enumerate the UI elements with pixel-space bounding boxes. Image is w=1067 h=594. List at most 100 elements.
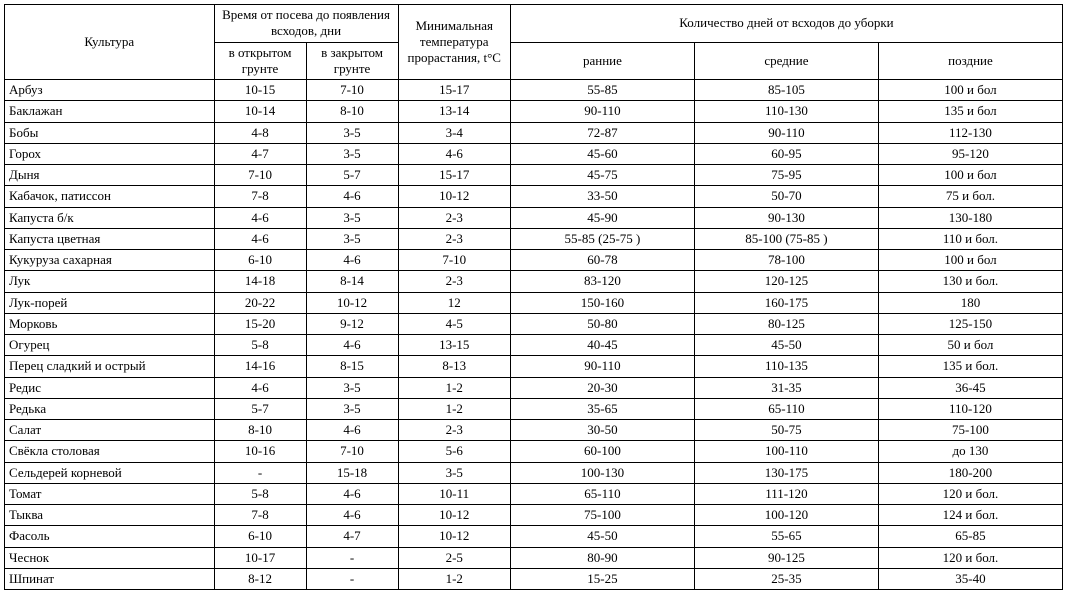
days-middle: 90-125 bbox=[694, 547, 878, 568]
crop-name: Томат bbox=[5, 483, 215, 504]
closed-ground-days: 3-5 bbox=[306, 143, 398, 164]
table-row: Перец сладкий и острый14-168-158-1390-11… bbox=[5, 356, 1063, 377]
min-temp: 2-3 bbox=[398, 420, 510, 441]
days-late: 110 и бол. bbox=[878, 228, 1062, 249]
days-late: 95-120 bbox=[878, 143, 1062, 164]
days-middle: 65-110 bbox=[694, 398, 878, 419]
min-temp: 4-6 bbox=[398, 143, 510, 164]
crop-name: Бобы bbox=[5, 122, 215, 143]
open-ground-days: 10-14 bbox=[214, 101, 306, 122]
open-ground-days: 20-22 bbox=[214, 292, 306, 313]
days-early: 100-130 bbox=[510, 462, 694, 483]
days-late: 36-45 bbox=[878, 377, 1062, 398]
days-middle: 100-120 bbox=[694, 505, 878, 526]
open-ground-days: - bbox=[214, 462, 306, 483]
open-ground-days: 7-10 bbox=[214, 165, 306, 186]
open-ground-days: 6-10 bbox=[214, 250, 306, 271]
days-middle: 90-110 bbox=[694, 122, 878, 143]
days-early: 35-65 bbox=[510, 398, 694, 419]
open-ground-days: 4-6 bbox=[214, 377, 306, 398]
min-temp: 10-11 bbox=[398, 483, 510, 504]
closed-ground-days: 8-14 bbox=[306, 271, 398, 292]
table-row: Томат5-84-610-1165-110111-120120 и бол. bbox=[5, 483, 1063, 504]
min-temp: 15-17 bbox=[398, 165, 510, 186]
min-temp: 8-13 bbox=[398, 356, 510, 377]
open-ground-days: 4-8 bbox=[214, 122, 306, 143]
days-early: 45-60 bbox=[510, 143, 694, 164]
table-row: Лук14-188-142-383-120120-125130 и бол. bbox=[5, 271, 1063, 292]
closed-ground-days: 4-6 bbox=[306, 420, 398, 441]
open-ground-days: 5-8 bbox=[214, 483, 306, 504]
days-late: 100 и бол bbox=[878, 250, 1062, 271]
crop-name: Лук-порей bbox=[5, 292, 215, 313]
crop-name: Морковь bbox=[5, 313, 215, 334]
table-row: Баклажан10-148-1013-1490-110110-130135 и… bbox=[5, 101, 1063, 122]
crop-name: Кабачок, патиссон bbox=[5, 186, 215, 207]
closed-ground-days: 3-5 bbox=[306, 207, 398, 228]
table-row: Капуста цветная4-63-52-355-85 (25-75 )85… bbox=[5, 228, 1063, 249]
crop-name: Арбуз bbox=[5, 80, 215, 101]
crop-name: Огурец bbox=[5, 335, 215, 356]
crop-name: Лук bbox=[5, 271, 215, 292]
days-late: 110-120 bbox=[878, 398, 1062, 419]
min-temp: 3-4 bbox=[398, 122, 510, 143]
crop-name: Горох bbox=[5, 143, 215, 164]
header-culture: Культура bbox=[5, 5, 215, 80]
days-early: 55-85 bbox=[510, 80, 694, 101]
open-ground-days: 10-16 bbox=[214, 441, 306, 462]
days-middle: 90-130 bbox=[694, 207, 878, 228]
closed-ground-days: 8-15 bbox=[306, 356, 398, 377]
closed-ground-days: 3-5 bbox=[306, 122, 398, 143]
header-emergence-group: Время от посева до появления всходов, дн… bbox=[214, 5, 398, 43]
days-late: 180 bbox=[878, 292, 1062, 313]
open-ground-days: 15-20 bbox=[214, 313, 306, 334]
table-row: Капуста б/к4-63-52-345-9090-130130-180 bbox=[5, 207, 1063, 228]
table-row: Дыня7-105-715-1745-7575-95100 и бол bbox=[5, 165, 1063, 186]
days-early: 15-25 bbox=[510, 568, 694, 589]
min-temp: 1-2 bbox=[398, 568, 510, 589]
closed-ground-days: 4-6 bbox=[306, 335, 398, 356]
min-temp: 1-2 bbox=[398, 377, 510, 398]
header-closed-ground: в закрытом грунте bbox=[306, 42, 398, 80]
table-row: Чеснок10-17-2-580-9090-125120 и бол. bbox=[5, 547, 1063, 568]
days-middle: 78-100 bbox=[694, 250, 878, 271]
open-ground-days: 14-18 bbox=[214, 271, 306, 292]
table-row: Огурец5-84-613-1540-4545-5050 и бол bbox=[5, 335, 1063, 356]
days-late: 75-100 bbox=[878, 420, 1062, 441]
days-middle: 130-175 bbox=[694, 462, 878, 483]
days-late: 124 и бол. bbox=[878, 505, 1062, 526]
days-middle: 45-50 bbox=[694, 335, 878, 356]
days-late: 50 и бол bbox=[878, 335, 1062, 356]
days-early: 50-80 bbox=[510, 313, 694, 334]
header-open-ground: в открытом грунте bbox=[214, 42, 306, 80]
min-temp: 1-2 bbox=[398, 398, 510, 419]
closed-ground-days: 4-6 bbox=[306, 186, 398, 207]
open-ground-days: 4-6 bbox=[214, 228, 306, 249]
min-temp: 2-3 bbox=[398, 228, 510, 249]
min-temp: 2-5 bbox=[398, 547, 510, 568]
days-middle: 111-120 bbox=[694, 483, 878, 504]
min-temp: 7-10 bbox=[398, 250, 510, 271]
open-ground-days: 5-8 bbox=[214, 335, 306, 356]
closed-ground-days: 10-12 bbox=[306, 292, 398, 313]
days-early: 83-120 bbox=[510, 271, 694, 292]
closed-ground-days: 3-5 bbox=[306, 228, 398, 249]
crop-name: Редька bbox=[5, 398, 215, 419]
crop-name: Чеснок bbox=[5, 547, 215, 568]
days-middle: 50-70 bbox=[694, 186, 878, 207]
crop-name: Сельдерей корневой bbox=[5, 462, 215, 483]
open-ground-days: 6-10 bbox=[214, 526, 306, 547]
days-middle: 120-125 bbox=[694, 271, 878, 292]
days-late: 135 и бол bbox=[878, 101, 1062, 122]
days-early: 40-45 bbox=[510, 335, 694, 356]
days-late: до 130 bbox=[878, 441, 1062, 462]
open-ground-days: 10-17 bbox=[214, 547, 306, 568]
crop-name: Салат bbox=[5, 420, 215, 441]
crop-name: Шпинат bbox=[5, 568, 215, 589]
closed-ground-days: 7-10 bbox=[306, 441, 398, 462]
open-ground-days: 8-12 bbox=[214, 568, 306, 589]
open-ground-days: 7-8 bbox=[214, 186, 306, 207]
crop-name: Баклажан bbox=[5, 101, 215, 122]
days-late: 130-180 bbox=[878, 207, 1062, 228]
open-ground-days: 4-6 bbox=[214, 207, 306, 228]
